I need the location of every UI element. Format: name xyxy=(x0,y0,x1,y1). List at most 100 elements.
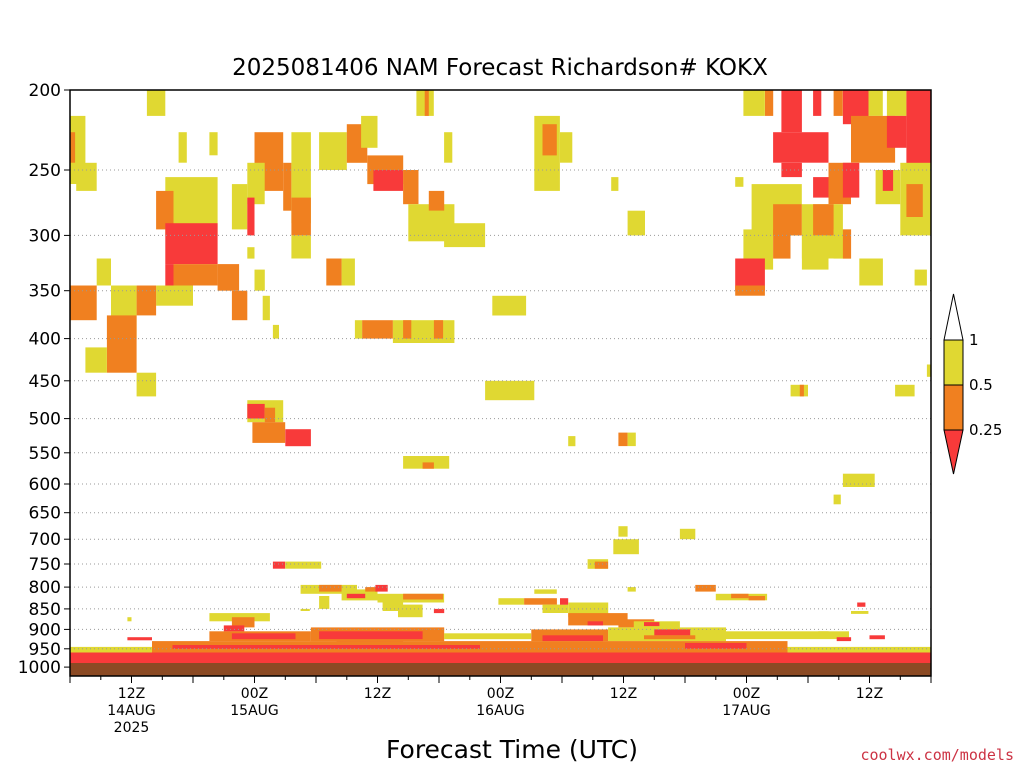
y-axis: 200 250 300 350 400 450 500 550 600 650 700 750 8008… xyxy=(18,81,70,678)
ri-cell xyxy=(813,177,829,198)
ri-cell xyxy=(319,631,423,640)
y-tick-label: 850 xyxy=(29,600,61,620)
ri-cell xyxy=(403,593,444,600)
chart-title: 2025081406 NAM Forecast Richardson# KOKX xyxy=(232,55,768,81)
y-tick-label: 450 xyxy=(29,372,61,392)
x-tick-label: 14AUG xyxy=(107,703,156,719)
x-tick-label: 15AUG xyxy=(230,703,279,719)
cell-layer xyxy=(70,90,932,663)
ri-cell xyxy=(542,635,603,642)
ri-cell xyxy=(594,561,609,569)
ri-cell xyxy=(813,90,822,116)
colorbar-level-label: 0.5 xyxy=(969,376,993,394)
ri-cell xyxy=(895,384,915,397)
ri-cell xyxy=(319,584,342,592)
ri-cell xyxy=(361,115,378,148)
ri-cell xyxy=(618,526,628,537)
ri-cell xyxy=(209,132,218,156)
ri-cell xyxy=(254,269,265,291)
ri-cell xyxy=(781,90,802,133)
ri-cell xyxy=(231,617,255,628)
ri-cell xyxy=(857,602,866,607)
ri-cell xyxy=(70,652,931,663)
ri-cell xyxy=(300,608,310,611)
ri-cell xyxy=(173,264,218,286)
ri-cell xyxy=(926,364,931,377)
y-tick-label: 500 xyxy=(29,410,61,430)
ri-cell xyxy=(106,315,137,373)
ri-cell xyxy=(611,177,619,191)
ri-cell xyxy=(247,247,255,259)
ri-cell xyxy=(679,528,696,540)
ri-cell xyxy=(247,403,265,419)
ri-cell xyxy=(172,645,480,649)
x-tick-label: 00Z xyxy=(241,686,268,702)
ri-cell xyxy=(444,223,486,248)
ri-cell xyxy=(542,124,557,156)
ri-cell xyxy=(247,197,255,236)
ri-cell xyxy=(818,631,829,635)
ri-cell xyxy=(403,456,450,469)
ri-cell xyxy=(85,347,107,373)
colorbar: 1 0.5 0.25 xyxy=(943,293,1002,475)
ri-cell xyxy=(127,617,132,622)
ri-cell xyxy=(285,429,311,447)
ri-cell xyxy=(613,539,639,555)
ri-cell xyxy=(813,204,834,236)
colorbar-level-label: 1 xyxy=(969,331,979,349)
ri-cell xyxy=(685,643,747,649)
ri-cell xyxy=(354,320,363,339)
ri-cell xyxy=(534,589,557,594)
ri-cell xyxy=(428,190,445,211)
ri-cell xyxy=(156,285,193,306)
ri-cell xyxy=(492,295,527,316)
ri-cell xyxy=(136,285,157,316)
ri-cell xyxy=(735,258,765,291)
ri-cell xyxy=(886,90,907,116)
ri-cell xyxy=(247,162,265,205)
ri-cell xyxy=(433,320,444,339)
ri-cell xyxy=(403,320,412,339)
ri-cell xyxy=(695,584,716,592)
ri-cell xyxy=(801,235,829,270)
ri-cell xyxy=(252,422,286,443)
ri-cell xyxy=(882,170,894,191)
ri-cell xyxy=(326,258,342,286)
x-tick-label: 00Z xyxy=(733,686,760,702)
ri-cell xyxy=(568,436,576,447)
y-tick-label: 250 xyxy=(29,161,61,181)
ri-cell xyxy=(735,177,744,187)
colorbar-segment xyxy=(943,339,964,386)
colorbar-level-label: 0.25 xyxy=(969,421,1002,439)
ri-cell xyxy=(833,494,841,505)
ri-cell xyxy=(868,90,883,116)
ri-cell xyxy=(790,384,808,397)
ri-cell xyxy=(373,170,404,191)
ri-cell xyxy=(781,162,802,178)
ri-cell xyxy=(127,637,152,641)
ri-cell xyxy=(748,596,765,601)
x-tick-label: 2025 xyxy=(114,720,150,736)
y-tick-label: 900 xyxy=(29,620,61,640)
ri-cell xyxy=(291,235,311,259)
ground-bar xyxy=(70,663,931,676)
y-tick-label: 300 xyxy=(29,226,61,246)
ri-cell xyxy=(319,596,330,609)
ri-cell xyxy=(618,432,628,447)
y-tick-label: 350 xyxy=(29,282,61,302)
ri-cell xyxy=(869,635,885,640)
colorbar-over-triangle xyxy=(943,293,964,341)
ri-cell xyxy=(231,184,248,230)
ri-cell xyxy=(165,223,218,265)
ri-cell xyxy=(319,132,347,170)
y-tick-label: 550 xyxy=(29,444,61,464)
ri-cell xyxy=(341,258,355,286)
ri-cell xyxy=(422,462,434,469)
ri-cell xyxy=(444,132,453,163)
ri-cell xyxy=(433,608,445,614)
ri-cell xyxy=(773,229,791,259)
ri-cell xyxy=(765,90,774,116)
y-tick-label: 600 xyxy=(29,475,61,495)
